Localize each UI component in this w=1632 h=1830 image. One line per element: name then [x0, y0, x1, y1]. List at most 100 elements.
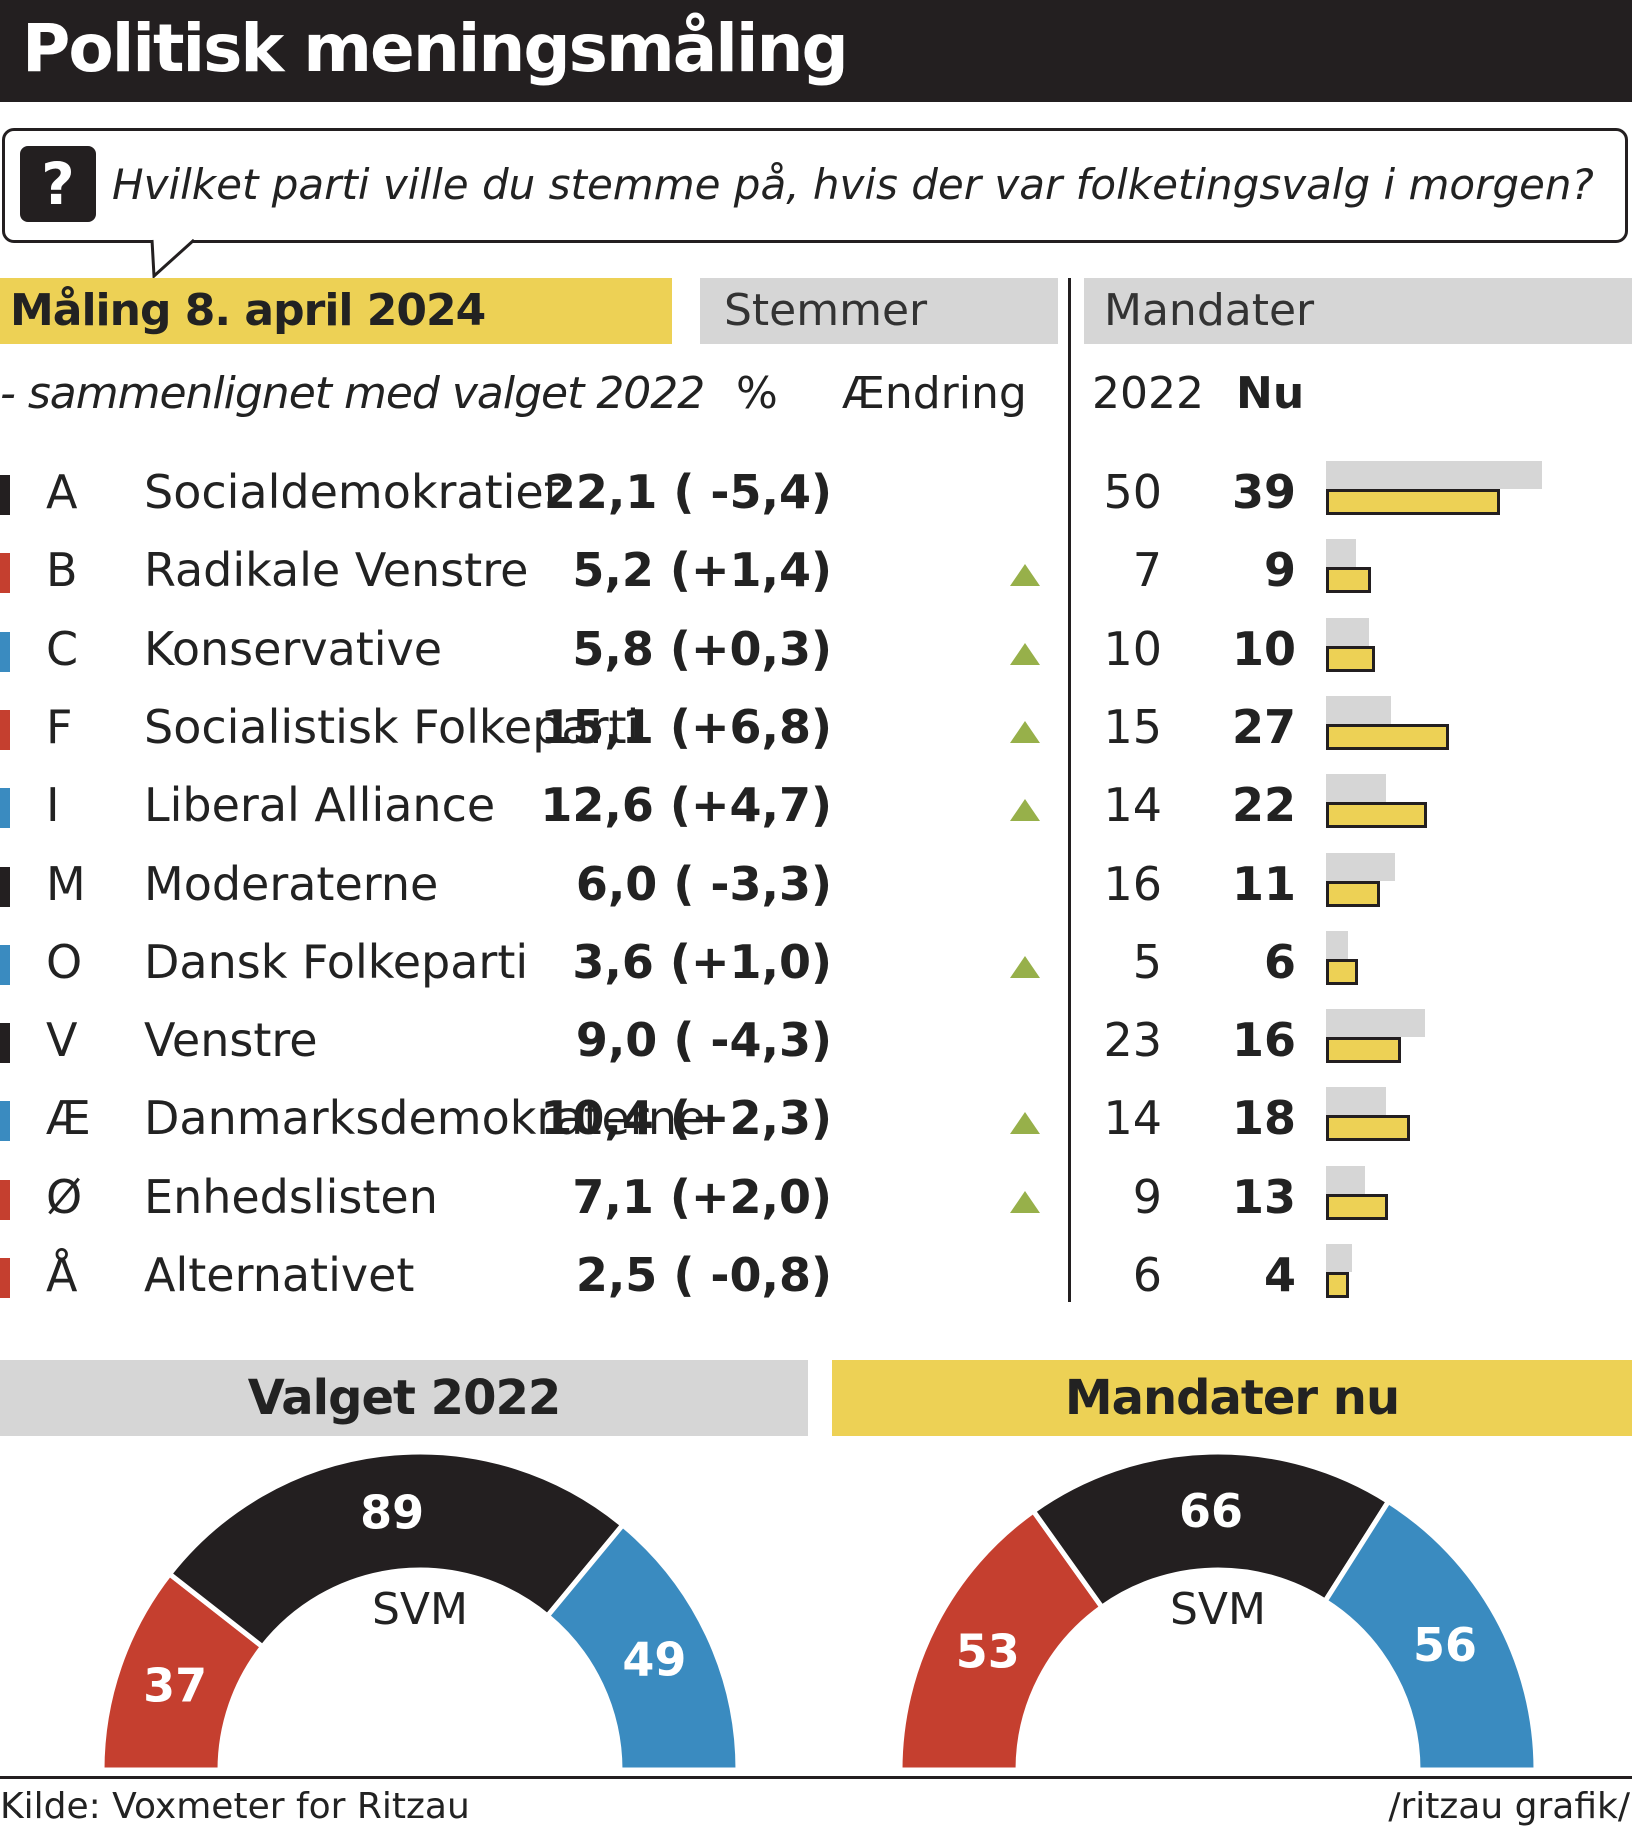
- vote-pct-value: 15,1: [540, 699, 654, 754]
- party-row: Ø Enhedslisten 7,1 (+2,0) 9 13: [0, 1158, 1632, 1236]
- arc-center-label: SVM: [1170, 1584, 1266, 1635]
- party-row: I Liberal Alliance 12,6 (+4,7) 14 22: [0, 766, 1632, 844]
- vote-pct: 12,6 (+4,7): [540, 766, 832, 844]
- vote-pct-value: 7,1: [572, 1169, 654, 1224]
- arc-segment-label: 89: [360, 1486, 424, 1540]
- party-name: Venstre: [144, 1013, 318, 1068]
- election-2022-header: Valget 2022: [0, 1360, 808, 1436]
- vote-pct: 5,2 (+1,4): [572, 531, 832, 609]
- source-credit: Kilde: Voxmeter for Ritzau: [0, 1786, 470, 1827]
- seats-now: 39: [1231, 465, 1296, 519]
- vote-pct: 2,5 ( -0,8): [576, 1236, 832, 1314]
- seats-2022: 6: [1132, 1248, 1162, 1302]
- title-bar: [0, 0, 1632, 102]
- vote-change-value: (+6,8): [669, 699, 832, 754]
- party-letter: O: [46, 934, 83, 989]
- vote-change-value: ( -5,4): [673, 465, 832, 519]
- vote-change-value: ( -0,8): [673, 1248, 832, 1302]
- bloc-color-swatch: [0, 788, 10, 829]
- bloc-color-swatch: [0, 553, 10, 594]
- seats-2022: 5: [1132, 934, 1162, 989]
- party-row: B Radikale Venstre 5,2 (+1,4) 7 9: [0, 531, 1632, 609]
- vote-pct-value: 5,2: [572, 543, 654, 598]
- vote-change-value: (+4,7): [669, 778, 832, 833]
- party-letter: Æ: [46, 1091, 91, 1146]
- bar-seats-now: [1326, 1037, 1402, 1064]
- vote-pct: 7,1 (+2,0): [572, 1158, 832, 1236]
- party-name: Liberal Alliance: [144, 778, 496, 833]
- vote-pct: 6,0 ( -3,3): [576, 845, 832, 923]
- vote-pct: 5,8 (+0,3): [572, 610, 832, 688]
- seats-now: 27: [1231, 699, 1296, 754]
- vote-change-value: (+2,3): [669, 1091, 832, 1146]
- up-arrow-icon: [1010, 955, 1040, 978]
- party-name: Socialdemokratiet: [144, 465, 562, 519]
- seats-now: 22: [1231, 778, 1296, 833]
- seats-now: 6: [1263, 934, 1296, 989]
- speech-bubble-tail: [150, 238, 196, 280]
- party-letter: Ø: [46, 1169, 83, 1224]
- arc-chart-now: 53 66 56 SVM: [898, 1449, 1538, 1770]
- vote-change-value: (+1,0): [669, 934, 832, 989]
- vote-change-value: (+2,0): [669, 1169, 832, 1224]
- bar-seats-2022: [1326, 539, 1357, 568]
- party-row: M Moderaterne 6,0 ( -3,3) 16 11: [0, 845, 1632, 923]
- seats-2022: 7: [1132, 543, 1162, 598]
- party-letter: Å: [46, 1248, 78, 1302]
- up-arrow-icon: [1010, 799, 1040, 822]
- party-name: Socialistisk Folkeparti: [144, 699, 640, 754]
- seats-now: 10: [1231, 621, 1296, 676]
- bloc-color-swatch: [0, 631, 10, 672]
- arc-segment-label: 37: [143, 1659, 207, 1713]
- question-mark-icon: ?: [20, 146, 96, 222]
- seats-now: 9: [1263, 543, 1296, 598]
- question-box: [2, 128, 1628, 243]
- seats-2022: 23: [1103, 1013, 1162, 1068]
- vote-change-value: (+0,3): [669, 621, 832, 676]
- arc-segment-label: 53: [956, 1624, 1020, 1678]
- bar-seats-2022: [1326, 1009, 1426, 1038]
- bar-seats-now: [1326, 1115, 1410, 1142]
- bloc-color-swatch: [0, 866, 10, 907]
- vote-pct-value: 22,1: [543, 465, 658, 519]
- arc-segment: [1321, 1498, 1538, 1770]
- seats-header: Mandater: [1084, 278, 1632, 344]
- bar-seats-now: [1326, 1272, 1350, 1298]
- party-name: Dansk Folkeparti: [144, 934, 529, 989]
- bloc-color-swatch: [0, 1179, 10, 1220]
- vote-change-value: ( -4,3): [673, 1013, 832, 1068]
- party-row: A Socialdemokratiet 22,1 ( -5,4) 50 39: [0, 453, 1632, 531]
- bar-seats-now: [1326, 880, 1380, 907]
- column-divider: [1068, 278, 1071, 1302]
- seats-2022: 14: [1103, 1091, 1162, 1146]
- subtitle: - sammenlignet med valget 2022: [0, 368, 705, 419]
- party-row: O Dansk Folkeparti 3,6 (+1,0) 5 6: [0, 923, 1632, 1001]
- bloc-color-swatch: [0, 1101, 10, 1142]
- seats-now: 4: [1263, 1248, 1296, 1302]
- vote-pct: 15,1 (+6,8): [540, 688, 832, 766]
- vote-pct-value: 9,0: [575, 1013, 658, 1068]
- seats-2022: 14: [1103, 778, 1162, 833]
- votes-header: Stemmer: [700, 278, 1058, 344]
- footer-divider: [0, 1776, 1632, 1779]
- party-name: Alternativet: [144, 1248, 415, 1302]
- bloc-color-swatch: [0, 475, 10, 515]
- arc-segment-label: 56: [1413, 1618, 1477, 1672]
- arc-segment: [166, 1449, 627, 1651]
- bar-seats-now: [1326, 958, 1358, 985]
- seats-now: 11: [1231, 856, 1296, 911]
- seats-2022: 15: [1103, 699, 1162, 754]
- bloc-color-swatch: [0, 1023, 10, 1064]
- seats-2022: 10: [1103, 621, 1162, 676]
- seats-2022: 50: [1103, 465, 1162, 519]
- graphics-credit: /ritzau grafik/: [1388, 1786, 1630, 1827]
- bar-seats-now: [1326, 567, 1371, 594]
- poll-date-header: Måling 8. april 2024: [0, 278, 672, 344]
- arc-center-label: SVM: [372, 1584, 468, 1635]
- seats-now: 13: [1231, 1169, 1296, 1224]
- vote-pct-value: 6,0: [575, 856, 658, 911]
- vote-pct: 3,6 (+1,0): [572, 923, 832, 1001]
- arc-segment: [543, 1521, 740, 1770]
- bar-seats-2022: [1326, 461, 1542, 489]
- party-row: Æ Danmarksdemokraterne 10,4 (+2,3) 14 18: [0, 1079, 1632, 1157]
